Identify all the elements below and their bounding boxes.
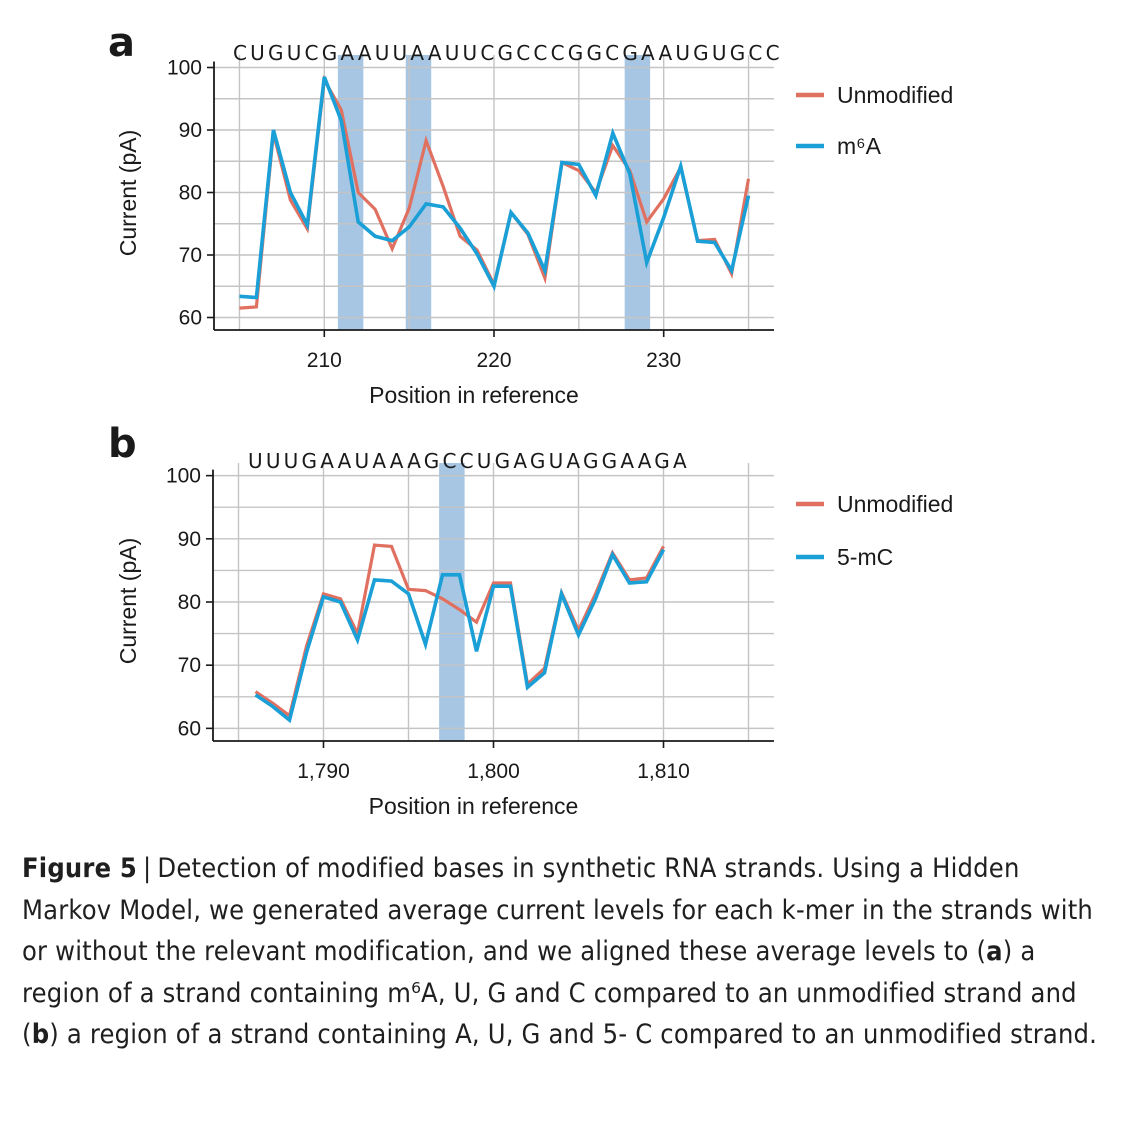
caption-text-2: ) a region of a strand containing m⁶A, U… xyxy=(22,936,1077,1050)
caption-bold-b: b xyxy=(31,1019,50,1050)
y-tick-label: 100 xyxy=(166,465,201,488)
legend-label: Unmodified xyxy=(837,82,953,108)
panel-label: b xyxy=(108,421,137,467)
x-axis-label: Position in reference xyxy=(369,793,579,819)
y-tick-label: 90 xyxy=(179,119,202,142)
chart-panel-a: 60 70 80 90 100 210 220 230 Position in referenc… xyxy=(108,20,953,408)
x-axis-label: Position in reference xyxy=(369,382,579,408)
y-tick-label: 70 xyxy=(178,654,201,677)
y-tick-label: 70 xyxy=(179,244,202,267)
figure: 60 70 80 90 100 210 220 230 Position in referenc… xyxy=(108,20,953,819)
y-tick-label: 100 xyxy=(167,57,202,80)
y-tick-label: 60 xyxy=(178,717,201,740)
caption-separator: | xyxy=(143,853,152,884)
y-axis-label: Current (pA) xyxy=(115,130,141,257)
series-line-1 xyxy=(254,548,666,724)
x-tick-label: 1,790 xyxy=(297,760,350,783)
figure-caption: Figure 5 | Detection of modified bases in … xyxy=(22,848,1112,1056)
y-tick-label: 80 xyxy=(179,182,202,205)
caption-text-1: Detection of modified bases in synthetic… xyxy=(22,853,1094,967)
x-tick-label: 1,800 xyxy=(467,760,520,783)
legend-label: 5-mC xyxy=(837,544,893,570)
y-tick-label: 60 xyxy=(179,307,202,330)
y-tick-label: 80 xyxy=(178,591,201,614)
legend-label: Unmodified xyxy=(837,491,953,517)
sequence-label: UUUGAAUAAAGCCUGAGUAGGAAGA xyxy=(248,449,690,473)
y-tick-label: 90 xyxy=(178,528,201,551)
x-tick-label: 220 xyxy=(476,349,511,372)
caption-text-3: ) a region of a strand containing A, U, … xyxy=(49,1019,1098,1050)
legend-label: m⁶A xyxy=(837,133,882,159)
y-axis-label: Current (pA) xyxy=(115,538,141,665)
sequence-label: CUGUCGAAUUAAUUCGCCCGGCGAAUGUGCC xyxy=(233,41,783,65)
x-tick-label: 210 xyxy=(307,349,342,372)
panel-label: a xyxy=(108,20,135,66)
x-tick-label: 230 xyxy=(646,349,681,372)
x-tick-label: 1,810 xyxy=(637,760,690,783)
chart-panel-b: 60 70 80 90 100 1,790 1,800 1,810 Position in re… xyxy=(108,421,953,819)
figure-label: Figure 5 xyxy=(22,853,138,884)
caption-bold-a: a xyxy=(986,936,1003,967)
